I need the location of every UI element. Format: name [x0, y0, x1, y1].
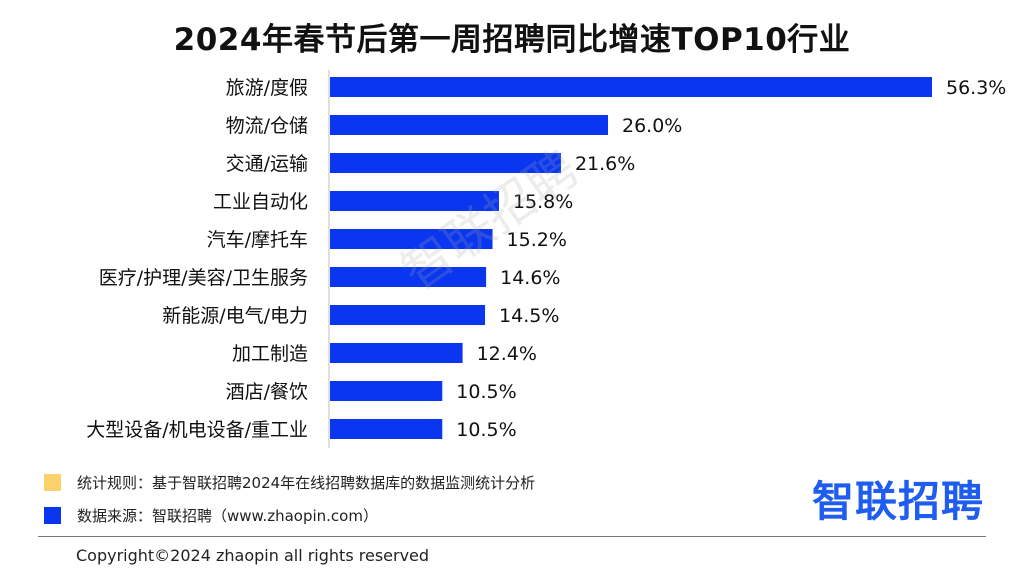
- legend-text-source: 数据来源：智联招聘（www.zhaopin.com）: [77, 507, 378, 525]
- category-label: 大型设备/机电设备/重工业: [86, 419, 308, 441]
- category-label: 酒店/餐饮: [226, 381, 308, 403]
- value-label: 26.0%: [622, 115, 682, 137]
- category-label: 医疗/护理/美容/卫生服务: [99, 267, 308, 289]
- value-label: 21.6%: [575, 153, 635, 175]
- bar: [330, 419, 443, 439]
- category-label: 工业自动化: [213, 191, 308, 213]
- chart-title: 2024年春节后第一周招聘同比增速TOP10行业: [173, 22, 851, 58]
- category-label: 交通/运输: [226, 153, 308, 175]
- bar: [330, 267, 487, 287]
- bar: [330, 343, 463, 363]
- legend-swatch-source: [44, 507, 61, 524]
- bar: [330, 381, 443, 401]
- bar: [330, 191, 499, 211]
- value-label: 14.6%: [500, 267, 560, 289]
- bar: [330, 229, 493, 249]
- value-label: 12.4%: [477, 343, 537, 365]
- value-label: 15.8%: [513, 191, 573, 213]
- bar: [330, 77, 932, 97]
- category-label: 物流/仓储: [226, 115, 308, 137]
- bars-group: 旅游/度假 56.3% 物流/仓储 26.0% 交通/运输 21.6% 工业自动化 15.8%…: [86, 77, 1006, 441]
- value-label: 56.3%: [946, 77, 1006, 99]
- value-label: 14.5%: [499, 305, 559, 327]
- bar: [330, 153, 561, 173]
- category-label: 汽车/摩托车: [207, 229, 308, 251]
- value-label: 10.5%: [456, 381, 516, 403]
- copyright-text: Copyright©2024 zhaopin all rights reserv…: [76, 546, 430, 565]
- brand-logo: 智联招聘: [812, 477, 985, 526]
- footer-divider: [38, 536, 986, 537]
- value-label: 10.5%: [456, 419, 516, 441]
- legend-text-rule: 统计规则：基于智联招聘2024年在线招聘数据库的数据监测统计分析: [77, 474, 536, 492]
- category-label: 旅游/度假: [226, 77, 308, 99]
- legend-item-source: 数据来源：智联招聘（www.zhaopin.com）: [44, 505, 378, 526]
- category-label: 加工制造: [232, 343, 308, 365]
- bar: [330, 115, 609, 135]
- bar: [330, 305, 486, 325]
- legend-swatch-rule: [44, 474, 61, 491]
- legend-item-rule: 统计规则：基于智联招聘2024年在线招聘数据库的数据监测统计分析: [44, 472, 535, 493]
- value-label: 15.2%: [507, 229, 567, 251]
- category-label: 新能源/电气/电力: [162, 305, 308, 327]
